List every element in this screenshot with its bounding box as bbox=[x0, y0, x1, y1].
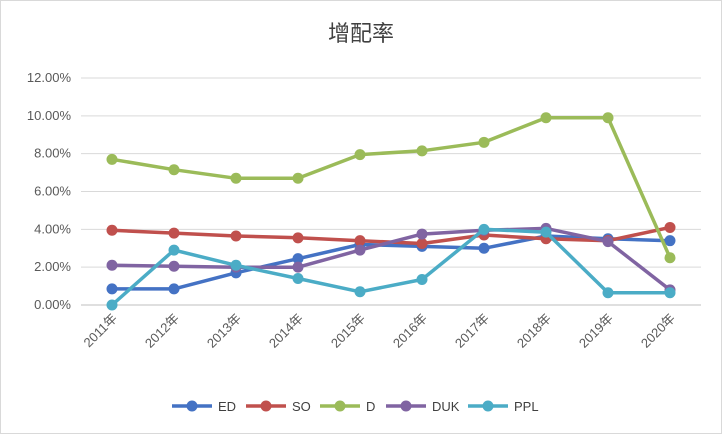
data-point-ed bbox=[106, 283, 118, 295]
data-point-ed bbox=[478, 242, 490, 254]
legend: ED SO D DUK PPL bbox=[172, 399, 539, 414]
data-point-d bbox=[354, 149, 366, 161]
data-point-ppl bbox=[664, 287, 676, 299]
data-point-ppl bbox=[478, 223, 490, 235]
legend-label-ed: ED bbox=[218, 399, 236, 414]
legend-label-d: D bbox=[366, 399, 375, 414]
data-point-ppl bbox=[354, 286, 366, 298]
legend-marker-ppl bbox=[482, 400, 494, 412]
x-tick-label: 2018年 bbox=[514, 311, 554, 351]
y-tick-label: 0.00% bbox=[34, 297, 71, 312]
data-point-duk bbox=[354, 244, 366, 256]
data-point-d bbox=[230, 172, 242, 184]
data-point-so bbox=[416, 238, 428, 250]
data-point-so bbox=[168, 227, 180, 239]
data-point-duk bbox=[106, 259, 118, 271]
data-point-d bbox=[540, 112, 552, 124]
x-tick-label: 2011年 bbox=[81, 311, 121, 351]
y-tick-label: 2.00% bbox=[34, 259, 71, 274]
data-point-d bbox=[106, 153, 118, 165]
data-point-ppl bbox=[168, 244, 180, 256]
x-tick-label: 2015年 bbox=[328, 311, 368, 351]
legend-item-ed: ED bbox=[172, 399, 236, 414]
legend-label-duk: DUK bbox=[432, 399, 460, 414]
series-line-d bbox=[110, 115, 672, 260]
y-tick-label: 8.00% bbox=[34, 146, 71, 161]
data-point-d bbox=[416, 145, 428, 157]
data-point-d bbox=[292, 172, 304, 184]
y-tick-label: 10.00% bbox=[27, 108, 72, 123]
legend-label-so: SO bbox=[292, 399, 311, 414]
data-point-so bbox=[230, 230, 242, 242]
data-point-ppl bbox=[416, 273, 428, 285]
data-point-duk bbox=[168, 260, 180, 272]
data-point-duk bbox=[416, 228, 428, 240]
y-tick-label: 4.00% bbox=[34, 221, 71, 236]
data-point-ppl bbox=[540, 226, 552, 238]
legend-item-duk: DUK bbox=[386, 399, 460, 414]
data-point-d bbox=[664, 252, 676, 264]
data-point-duk bbox=[292, 261, 304, 273]
x-tick-label: 2019年 bbox=[576, 311, 616, 351]
legend-marker-so bbox=[260, 400, 272, 412]
x-tick-label: 2013年 bbox=[204, 311, 244, 351]
legend-label-ppl: PPL bbox=[514, 399, 539, 414]
legend-marker-duk bbox=[400, 400, 412, 412]
series-lines bbox=[106, 112, 676, 311]
data-point-d bbox=[168, 164, 180, 176]
legend-marker-ed bbox=[186, 400, 198, 412]
series-line-duk bbox=[110, 226, 672, 292]
series-ppl bbox=[106, 223, 676, 311]
chart-title: 增配率 bbox=[328, 22, 394, 47]
x-tick-label: 2012年 bbox=[142, 311, 182, 351]
data-point-ppl bbox=[292, 273, 304, 285]
data-point-ed bbox=[664, 235, 676, 247]
legend-marker-d bbox=[334, 400, 346, 412]
y-tick-label: 12.00% bbox=[27, 70, 72, 85]
x-tick-label: 2020年 bbox=[638, 311, 678, 351]
data-point-ppl bbox=[602, 287, 614, 299]
data-point-so bbox=[292, 232, 304, 244]
x-axis-ticks: 2011年 2012年 2013年 2014年 2015年 2016年 2017年 2018年… bbox=[81, 311, 679, 351]
legend-item-d: D bbox=[320, 399, 375, 414]
data-point-d bbox=[602, 112, 614, 124]
x-tick-label: 2017年 bbox=[452, 311, 492, 351]
x-tick-label: 2016年 bbox=[390, 311, 430, 351]
series-line-ed bbox=[110, 234, 672, 291]
legend-item-ppl: PPL bbox=[468, 399, 539, 414]
data-point-so bbox=[106, 224, 118, 236]
series-line-ppl bbox=[110, 227, 672, 307]
data-point-so bbox=[354, 235, 366, 247]
legend-item-so: SO bbox=[246, 399, 311, 414]
data-point-ppl bbox=[106, 299, 118, 311]
data-point-ed bbox=[292, 253, 304, 265]
data-point-ppl bbox=[230, 259, 242, 271]
data-point-d bbox=[478, 136, 490, 148]
data-point-duk bbox=[602, 236, 614, 248]
y-axis-ticks: 0.00% 2.00% 4.00% 6.00% 8.00% 10.00% 12.00% bbox=[27, 70, 72, 312]
y-tick-label: 6.00% bbox=[34, 184, 71, 199]
data-point-so bbox=[664, 221, 676, 233]
series-d bbox=[106, 112, 676, 264]
x-tick-label: 2014年 bbox=[266, 311, 306, 351]
data-point-ed bbox=[168, 283, 180, 295]
